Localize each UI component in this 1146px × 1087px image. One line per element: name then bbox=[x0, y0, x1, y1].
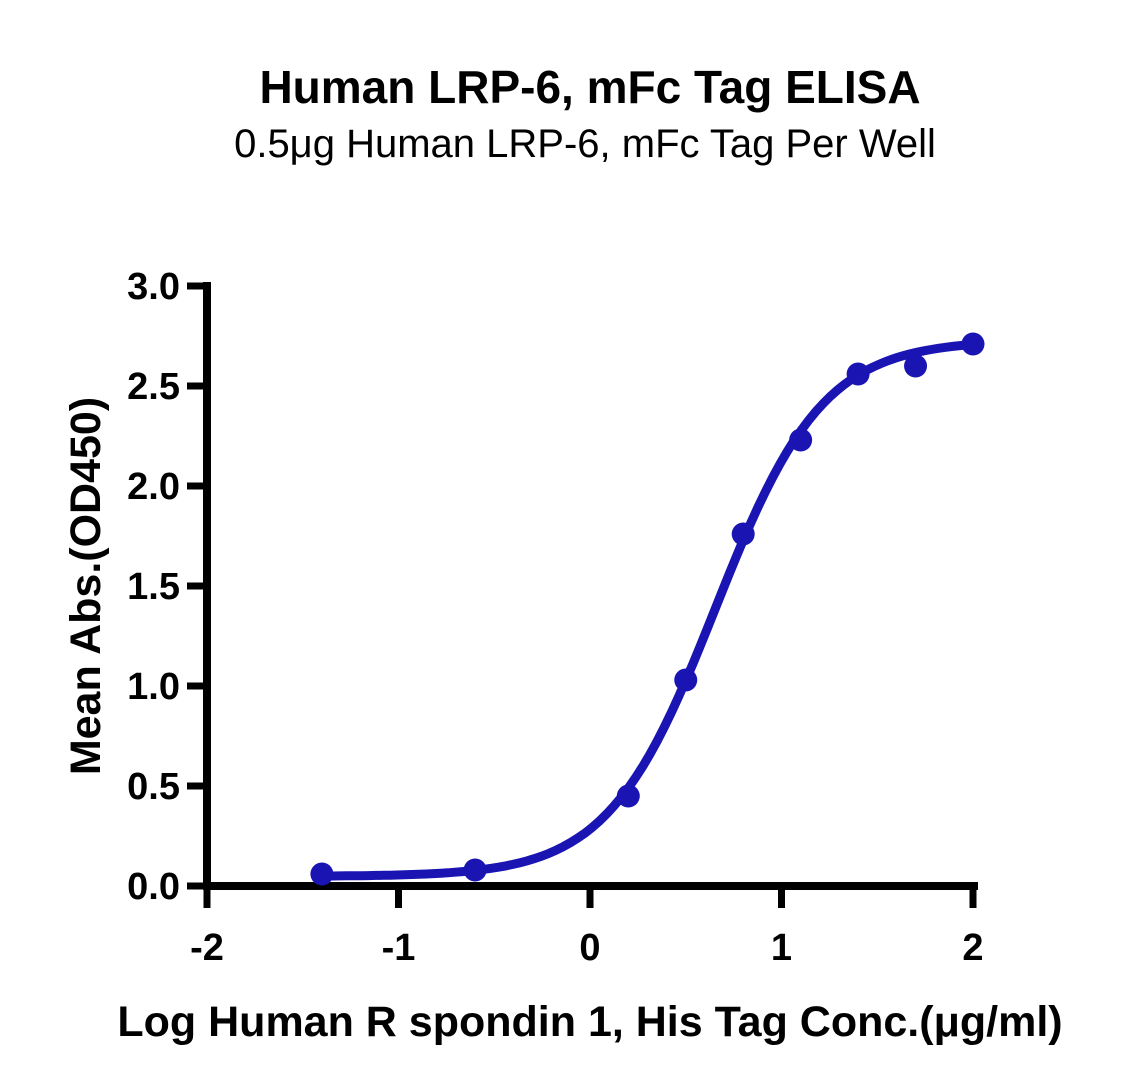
x-tick-label: 2 bbox=[962, 927, 983, 969]
axes: 0.0 0.5 1.0 1.5 2.0 2.5 3.0 -2 -1 0 1 2 bbox=[127, 266, 983, 969]
y-tick-label: 1.5 bbox=[127, 566, 180, 608]
x-axis-label: Log Human R spondin 1, His Tag Conc.(μg/… bbox=[117, 998, 1062, 1046]
fit-curve bbox=[313, 340, 972, 881]
chart-subtitle: 0.5μg Human LRP-6, mFc Tag Per Well bbox=[234, 122, 936, 166]
y-tick-label: 2.5 bbox=[127, 366, 180, 408]
x-tick-label: -1 bbox=[382, 927, 416, 969]
data-point bbox=[463, 858, 487, 882]
data-point bbox=[904, 354, 928, 378]
y-tick-label: 0.0 bbox=[127, 866, 180, 908]
x-tick-label: 1 bbox=[771, 927, 792, 969]
data-point bbox=[789, 428, 813, 452]
y-axis-label: Mean Abs.(OD450) bbox=[62, 397, 110, 775]
data-series bbox=[310, 332, 985, 886]
data-point bbox=[961, 332, 985, 356]
x-tick-label: -2 bbox=[190, 927, 224, 969]
y-tick-label: 3.0 bbox=[127, 266, 180, 308]
y-tick-label: 1.0 bbox=[127, 666, 180, 708]
x-tick-label: 0 bbox=[579, 927, 600, 969]
y-tick-label: 2.0 bbox=[127, 466, 180, 508]
data-point bbox=[310, 862, 334, 886]
data-point bbox=[846, 362, 870, 386]
data-point bbox=[731, 522, 755, 546]
y-tick-label: 0.5 bbox=[127, 766, 180, 808]
data-point bbox=[616, 784, 640, 808]
chart-title: Human LRP-6, mFc Tag ELISA bbox=[259, 61, 920, 113]
data-point bbox=[674, 668, 698, 692]
